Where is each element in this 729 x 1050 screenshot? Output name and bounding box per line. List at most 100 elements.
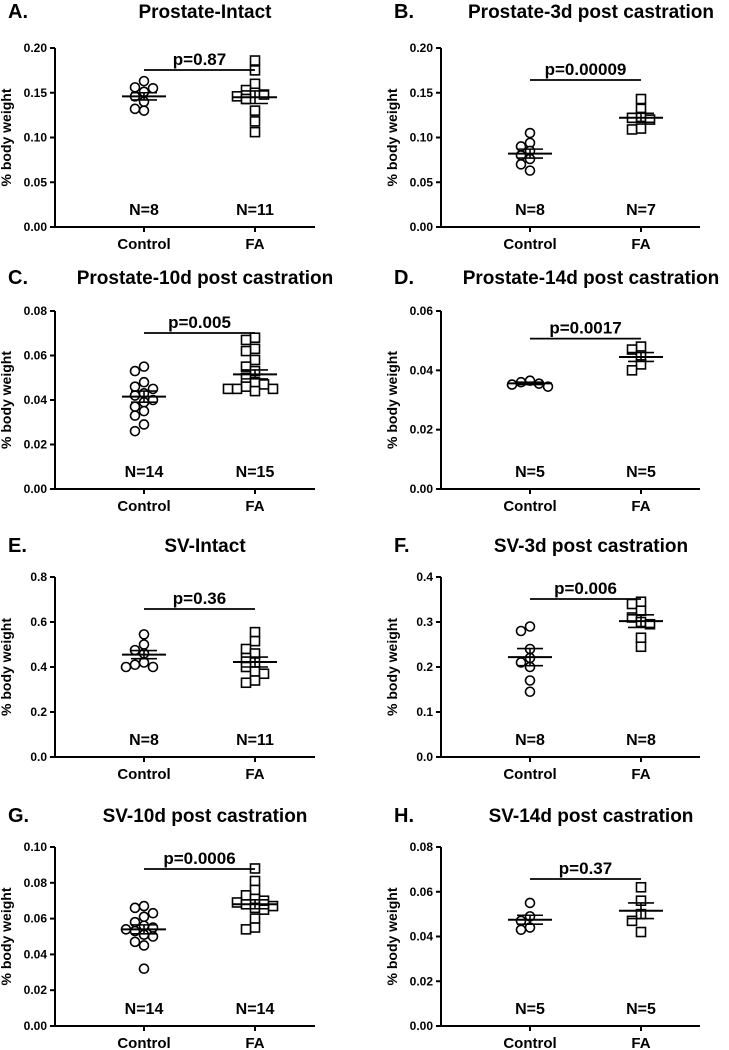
data-point-fa <box>249 666 261 677</box>
x-tick-label: FA <box>631 498 650 515</box>
data-point-control <box>129 365 141 377</box>
y-tick-label: 0.00 <box>410 482 434 496</box>
n-label: N=8 <box>129 202 159 219</box>
data-point-fa <box>635 93 647 105</box>
panel-title: SV-14d post castration <box>489 806 694 827</box>
y-tick-label: 0.6 <box>30 615 47 629</box>
data-point-fa <box>249 675 261 686</box>
data-point-fa <box>267 900 279 912</box>
data-point-fa <box>240 643 252 655</box>
data-point-fa <box>635 123 647 134</box>
data-point-control <box>129 425 141 437</box>
data-point-fa <box>249 875 261 887</box>
y-tick-label: 0.0 <box>416 750 433 764</box>
data-point-fa <box>249 343 261 355</box>
y-tick-label: 0.04 <box>410 363 434 377</box>
y-tick-label: 0.04 <box>24 947 48 961</box>
data-point-fa <box>249 332 261 344</box>
data-point-fa <box>249 55 261 66</box>
data-point-fa <box>249 116 261 127</box>
data-point-control <box>129 82 141 93</box>
panel-g: G. SV-10d post castration 0.00 0.02 0.04 0.06… <box>0 805 315 1050</box>
y-tick-label: 0.08 <box>24 304 48 318</box>
data-point-control <box>138 75 150 87</box>
p-value: p=0.005 <box>168 313 231 332</box>
data-point-fa <box>626 365 638 376</box>
data-point-control <box>129 902 141 914</box>
panel-h: H. SV-14d post castration 0.00 0.02 0.04 0.06… <box>384 805 700 1050</box>
y-tick-label: 0.0 <box>30 750 47 764</box>
data-point-fa <box>635 641 647 653</box>
data-point-control <box>524 165 536 176</box>
y-tick-label: 0.20 <box>410 41 434 55</box>
x-tick-label: Control <box>503 1035 556 1050</box>
y-tick-label: 0.00 <box>410 1019 434 1033</box>
data-point-fa <box>249 105 261 116</box>
y-tick-label: 0.08 <box>24 876 48 890</box>
x-tick-label: Control <box>117 498 170 515</box>
data-point-fa <box>258 89 270 100</box>
panel-d: D. Prostate-14d post castration 0.00 0.02 0.… <box>384 267 719 515</box>
data-point-control <box>515 159 527 170</box>
data-point-control <box>524 897 536 909</box>
data-point-fa <box>249 913 261 924</box>
data-point-control <box>138 639 150 650</box>
y-tick-label: 0.02 <box>24 983 48 997</box>
data-point-control <box>138 940 150 951</box>
y-axis-label: % body weight <box>384 618 400 716</box>
y-axis-label: % body weight <box>384 88 400 186</box>
y-tick-label: 0.15 <box>24 86 48 100</box>
y-axis-label: % body weight <box>0 887 14 985</box>
data-point-control <box>138 629 150 640</box>
x-tick-label: Control <box>117 236 170 253</box>
panel-title: SV-3d post castration <box>494 536 688 557</box>
data-point-control <box>120 661 132 673</box>
data-point-fa <box>240 93 252 105</box>
data-point-control <box>138 419 150 430</box>
data-point-control <box>129 659 141 671</box>
data-point-fa <box>249 884 261 896</box>
data-point-fa <box>635 341 647 352</box>
data-point-control <box>129 936 141 948</box>
y-tick-label: 0.00 <box>24 1019 48 1033</box>
p-value: p=0.0006 <box>163 849 235 868</box>
panel-b: B. Prostate-3d post castration 0.00 0.05 0.1… <box>384 1 714 253</box>
data-point-fa <box>635 605 647 617</box>
data-point-fa <box>222 383 234 395</box>
data-point-fa <box>635 881 647 893</box>
data-point-control <box>129 390 141 401</box>
data-point-control <box>147 661 159 673</box>
x-tick-label: FA <box>245 236 264 253</box>
data-point-fa <box>249 626 261 638</box>
data-point-fa <box>626 344 638 355</box>
data-point-fa <box>249 126 261 138</box>
panel-label: G. <box>8 805 29 827</box>
data-point-control <box>138 963 150 975</box>
data-point-control <box>515 625 527 637</box>
y-axis-label: % body weight <box>0 88 14 186</box>
data-point-control <box>506 379 518 390</box>
data-point-fa <box>240 84 252 96</box>
n-label: N=8 <box>515 732 545 749</box>
n-label: N=5 <box>626 1001 656 1018</box>
data-point-control <box>515 924 527 936</box>
y-tick-label: 0.05 <box>410 175 434 189</box>
x-tick-label: FA <box>245 766 264 783</box>
data-point-control <box>147 383 159 395</box>
x-tick-label: FA <box>245 498 264 515</box>
y-tick-label: 0.3 <box>416 615 433 629</box>
data-point-fa <box>258 668 270 680</box>
data-point-fa <box>240 345 252 357</box>
data-point-control <box>542 381 554 392</box>
panel-label: B. <box>394 1 414 23</box>
data-point-control <box>138 105 150 116</box>
data-point-control <box>524 686 536 698</box>
data-point-fa <box>267 383 279 395</box>
data-point-fa <box>626 124 638 135</box>
n-label: N=14 <box>236 1001 275 1018</box>
data-point-control <box>147 82 159 94</box>
panel-label: F. <box>394 535 410 557</box>
n-label: N=15 <box>236 464 275 481</box>
data-point-control <box>524 675 536 686</box>
